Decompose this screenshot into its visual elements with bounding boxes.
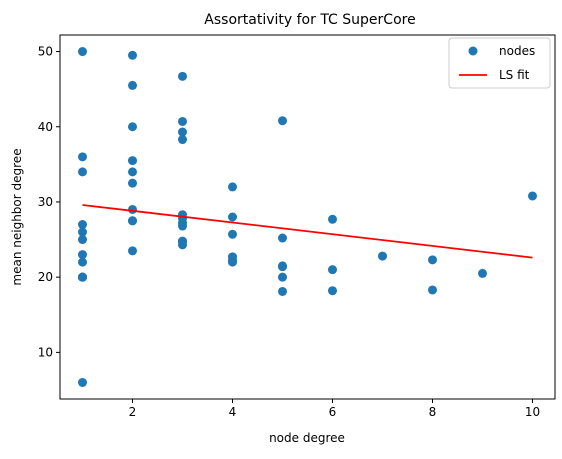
data-point <box>228 212 237 222</box>
data-point <box>178 221 187 231</box>
data-point <box>378 251 387 261</box>
data-point <box>178 71 187 81</box>
data-point <box>178 135 187 145</box>
data-point <box>478 268 487 278</box>
data-point <box>78 152 87 162</box>
data-point <box>78 47 87 57</box>
data-point <box>178 116 187 126</box>
data-point <box>278 116 287 126</box>
data-point <box>78 235 87 245</box>
data-point <box>128 167 137 177</box>
data-point <box>178 240 187 250</box>
data-point <box>128 216 137 226</box>
data-point <box>328 214 337 224</box>
legend-label-nodes: nodes <box>499 44 535 58</box>
x-axis: 2 4 6 8 10 <box>129 399 540 419</box>
data-point <box>428 255 437 265</box>
x-tick-label: 6 <box>329 405 337 419</box>
data-point <box>278 272 287 282</box>
plot-frame <box>59 34 556 400</box>
data-point <box>128 50 137 60</box>
data-point <box>78 377 87 387</box>
data-point <box>428 285 437 295</box>
x-tick-label: 4 <box>229 405 237 419</box>
data-point <box>178 127 187 137</box>
data-point <box>278 233 287 243</box>
chart-title: Assortativity for TC SuperCore <box>204 12 415 28</box>
data-point <box>528 191 537 201</box>
data-point <box>278 262 287 272</box>
data-point <box>328 286 337 296</box>
x-tick-label: 10 <box>525 405 540 419</box>
data-point <box>228 229 237 239</box>
legend-marker-nodes <box>468 46 478 56</box>
y-tick-label: 50 <box>38 45 53 59</box>
ls-fit-line <box>82 204 533 259</box>
data-point <box>128 178 137 188</box>
y-tick-label: 20 <box>38 270 53 284</box>
data-point <box>128 204 137 214</box>
y-tick-label: 10 <box>38 345 53 359</box>
data-point <box>128 156 137 166</box>
y-tick-label: 40 <box>38 120 53 134</box>
x-tick-label: 8 <box>429 405 437 419</box>
data-point <box>128 122 137 132</box>
data-point <box>228 182 237 192</box>
y-axis: 10 20 30 40 50 <box>38 45 60 359</box>
data-point <box>78 167 87 177</box>
y-tick-label: 30 <box>38 195 53 209</box>
legend: nodes LS fit <box>448 37 551 89</box>
data-point <box>128 246 137 256</box>
data-point <box>78 220 87 230</box>
data-point <box>78 250 87 260</box>
data-point <box>78 272 87 282</box>
legend-label-ls-fit: LS fit <box>499 68 530 82</box>
data-point <box>228 257 237 267</box>
data-point <box>78 227 87 237</box>
data-point <box>278 286 287 296</box>
data-point <box>328 265 337 275</box>
x-axis-label: node degree <box>269 431 345 445</box>
data-point <box>128 80 137 90</box>
plot-area <box>78 47 537 387</box>
y-axis-label: mean neighbor degree <box>10 148 24 285</box>
data-point <box>78 257 87 267</box>
x-tick-label: 2 <box>129 405 137 419</box>
